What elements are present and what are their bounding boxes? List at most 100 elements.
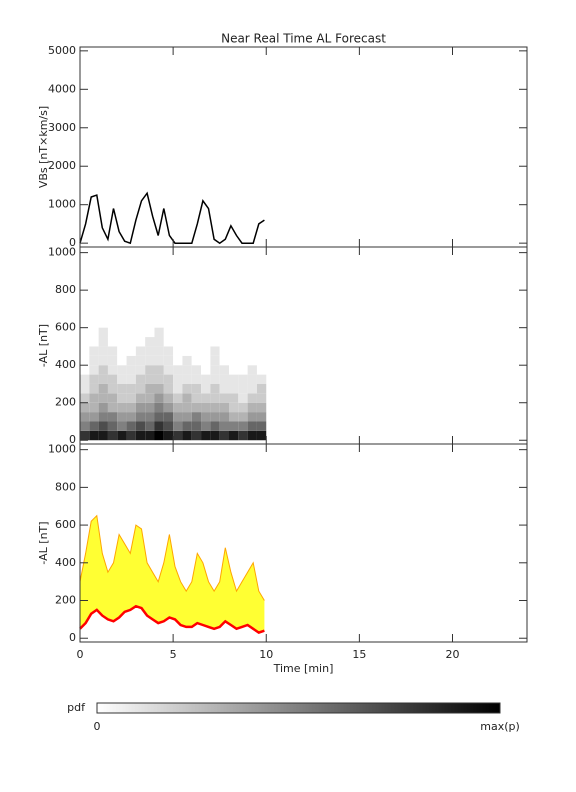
pdf-cell [89,374,99,384]
pdf-cell [229,337,239,347]
pdf-cell [89,402,99,413]
pdf-cell [126,374,136,384]
pdf-cell [135,430,146,441]
x-tick-label: 15 [352,648,366,661]
median-line [79,604,265,634]
pdf-cell [173,374,183,384]
pdf-cell [201,393,211,403]
pdf-cell [191,337,202,347]
pdf-cell [117,412,127,422]
pdf-cell [98,402,108,413]
pdf-cell [154,365,164,375]
pdf-cell [238,421,248,431]
pdf-cell [135,337,146,347]
pdf-cell [154,383,164,394]
pdf-cell [126,402,136,413]
pdf-cell [154,430,164,441]
pdf-cell [182,393,192,403]
pdf-cell [145,337,155,347]
pdf-cell [98,365,108,375]
pdf-cell [126,393,136,403]
colorbar-max: max(p) [480,720,520,733]
pdf-cell [256,327,267,338]
pdf-cell [247,430,257,441]
x-tick-label: 10 [259,648,273,661]
pdf-cell [238,430,248,441]
pdf-cell [229,412,239,422]
pdf-cell [145,393,155,403]
pdf-cell [229,383,239,394]
pdf-cell [126,346,136,356]
pdf-cell [107,355,118,366]
upper-line [79,514,265,601]
pdf-cell [126,327,136,338]
pdf-cell [117,355,127,366]
pdf-cell [247,402,257,413]
pdf-cell [126,421,136,431]
pdf-cell [80,402,90,413]
pdf-cell [210,365,220,375]
pdf-cell [173,412,183,422]
pdf-cell [201,383,211,394]
pdf-cell [210,327,220,338]
pdf-cell [229,327,239,338]
pdf-cell [182,365,192,375]
x-axis-label: Time [min] [273,662,334,675]
pdf-cell [154,337,164,347]
y-tick-label: 0 [69,433,76,446]
x-tick-label: 5 [170,648,177,661]
pdf-cell [145,430,155,441]
pdf-cell [80,337,90,347]
y-tick-label: 0 [69,631,76,644]
pdf-cell [135,355,146,366]
pdf-cell [163,393,174,403]
pdf-cell [201,346,211,356]
pdf-cell [173,421,183,431]
pdf-cell [80,355,90,366]
pdf-cell [219,374,229,384]
pdf-cell [135,365,146,375]
pdf-cell [163,355,174,366]
pdf-cell [89,346,99,356]
pdf-cell [201,374,211,384]
pdf-cell [247,421,257,431]
pdf-cell [98,374,108,384]
pdf-cell [247,355,257,366]
pdf-cell [256,421,267,431]
pdf-cell [117,393,127,403]
plot-frame [79,443,528,643]
pdf-cell [247,383,257,394]
pdf-cell [210,412,220,422]
pdf-cell [182,383,192,394]
pdf-cell [247,374,257,384]
pdf-cell [182,374,192,384]
pdf-cell [98,393,108,403]
pdf-cell [238,374,248,384]
pdf-cell [173,337,183,347]
pdf-cell [173,430,183,441]
pdf-cell [201,421,211,431]
pdf-cell [182,327,192,338]
pdf-cell [238,327,248,338]
pdf-cell [219,430,229,441]
pdf-cell [135,421,146,431]
pdf-cell [98,337,108,347]
pdf-cell [247,365,257,375]
pdf-cell [256,393,267,403]
y-tick-label: 0 [69,236,76,249]
pdf-cell [247,337,257,347]
pdf-cell [107,346,118,356]
pdf-cell [154,393,164,403]
pdf-cell [229,393,239,403]
pdf-cell [80,374,90,384]
pdf-cell [89,365,99,375]
pdf-cell [256,430,267,441]
pdf-cell [107,430,118,441]
pdf-cell [126,430,136,441]
pdf-cell [238,412,248,422]
y-tick-label: 2000 [48,159,76,172]
pdf-cell [80,412,90,422]
pdf-cell [219,393,229,403]
colorbar-min: 0 [94,720,101,733]
